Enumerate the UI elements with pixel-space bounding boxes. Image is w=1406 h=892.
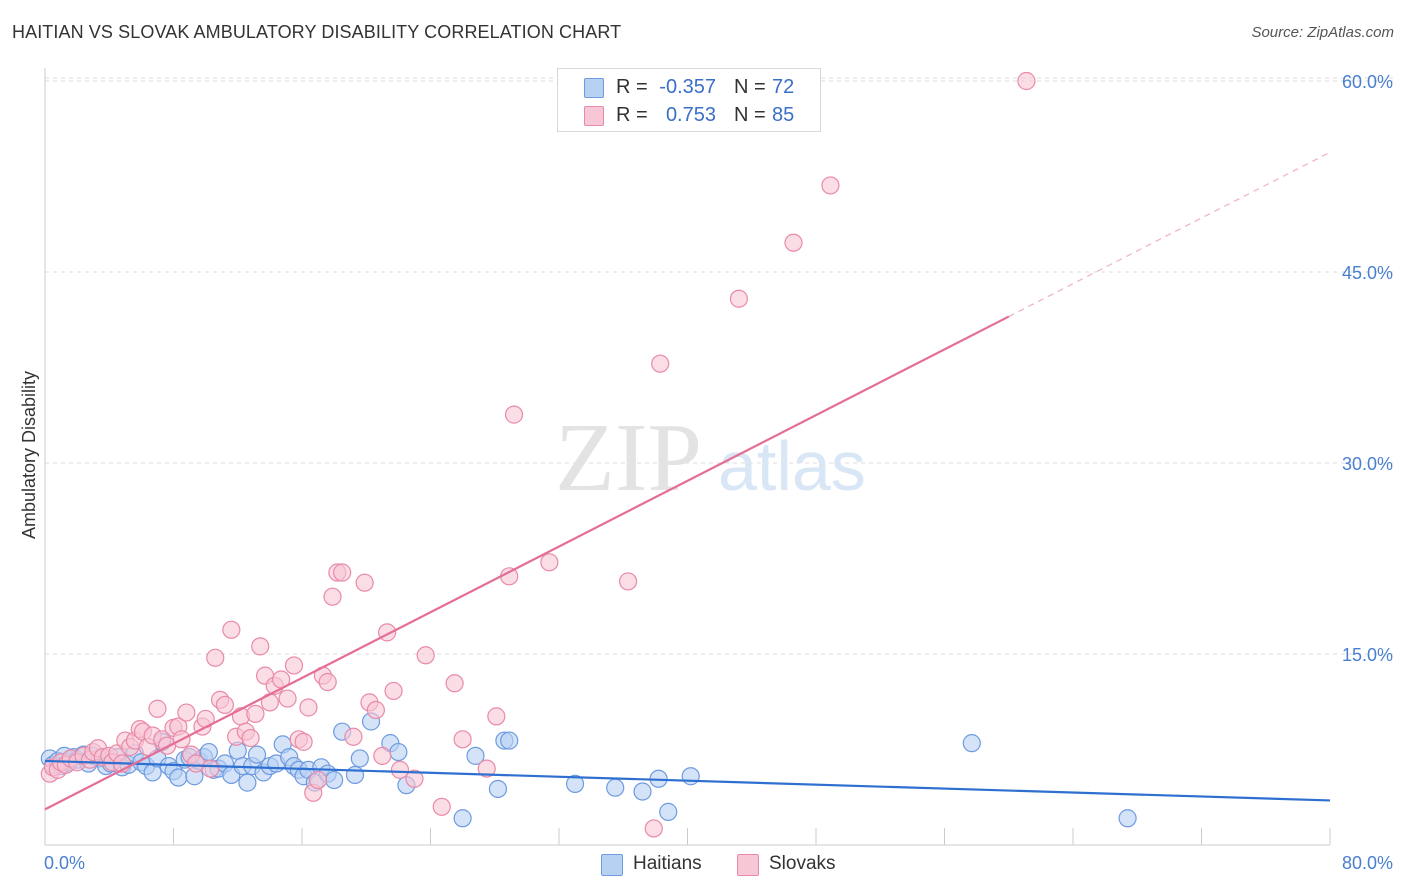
haitian-point <box>633 782 652 801</box>
watermark-zip: ZIP <box>555 404 702 512</box>
slovak-point <box>177 703 196 722</box>
haitian-point <box>681 767 700 786</box>
slovaks-legend-swatch <box>737 854 759 876</box>
slovak-point <box>284 656 304 675</box>
watermark-atlas: atlas <box>718 427 866 505</box>
slovak-point <box>251 637 270 656</box>
haitian-trendline <box>44 759 1331 802</box>
slovak-point <box>487 707 506 726</box>
slovak-point <box>148 699 167 718</box>
haitian-point <box>500 731 519 750</box>
slovak-point <box>651 354 670 373</box>
slovak-point <box>540 553 559 572</box>
haitians-swatch <box>584 78 604 98</box>
r-label: R = <box>616 104 648 126</box>
haitian-point <box>325 770 344 790</box>
label-layer: 15.0% 30.0% 45.0% 60.0% 0.0% 80.0% Ambulatory … <box>19 72 1393 873</box>
chart-source: Source: ZipAtlas.com <box>1251 24 1394 41</box>
legend-row-slovaks: R = 0.753 N = 85 <box>558 102 820 130</box>
haitian-point <box>345 765 365 785</box>
points-layer <box>40 71 1137 838</box>
slovak-point <box>432 797 451 816</box>
slovak-point <box>821 176 840 195</box>
slovak-point <box>504 405 524 424</box>
slovak-point <box>445 674 464 693</box>
slovak-point <box>299 698 318 717</box>
r-label: R = <box>616 76 648 98</box>
slovak-point <box>1017 71 1036 91</box>
haitian-point <box>488 779 508 799</box>
haitian-point <box>565 774 585 793</box>
slovak-point <box>246 704 265 723</box>
n-label: N = <box>734 76 766 98</box>
x-tick-label-min: 0.0% <box>44 853 85 873</box>
slovak-point <box>323 587 342 606</box>
y-axis-label: Ambulatory Disability <box>19 371 39 539</box>
haitian-point <box>1118 809 1137 828</box>
axis-layer <box>44 68 1331 846</box>
watermark: ZIP atlas <box>555 404 866 512</box>
slovak-point <box>206 648 225 667</box>
haitians-n-value: 72 <box>772 76 795 98</box>
haitian-point <box>659 802 678 821</box>
legend-row-haitians: R = -0.357 N = 72 <box>558 74 820 102</box>
y-tick-label: 30.0% <box>1342 454 1393 474</box>
slovak-point <box>644 819 663 838</box>
slovak-point <box>453 730 472 749</box>
slovak-point <box>318 672 337 692</box>
slovaks-legend-label: Slovaks <box>769 853 836 874</box>
haitians-r-value: -0.357 <box>659 76 716 98</box>
slovak-point <box>416 646 435 665</box>
slovak-point <box>784 233 803 252</box>
slovak-point <box>618 572 638 591</box>
slovak-trendline <box>44 315 1010 811</box>
slovak-point <box>477 759 496 778</box>
trend-layer <box>44 151 1331 811</box>
slovak-point <box>222 620 241 639</box>
grid-layer <box>45 77 1395 655</box>
slovak-point <box>294 732 313 751</box>
slovak-point <box>241 728 260 748</box>
slovaks-swatch <box>584 106 604 126</box>
slovak-point <box>500 567 519 586</box>
chart-title: HAITIAN VS SLOVAK AMBULATORY DISABILITY … <box>12 22 622 42</box>
y-tick-label: 15.0% <box>1342 645 1393 665</box>
slovak-point <box>215 695 234 715</box>
haitian-point <box>389 742 408 762</box>
haitian-point <box>962 734 981 753</box>
slovaks-r-value: 0.753 <box>665 104 716 126</box>
slovak-point <box>201 759 220 778</box>
y-tick-label: 60.0% <box>1342 72 1393 92</box>
haitian-point <box>238 773 257 792</box>
haitian-point <box>453 809 472 828</box>
slovak-point <box>344 727 363 746</box>
slovak-point <box>308 770 328 790</box>
haitian-point <box>169 768 188 787</box>
slovak-point <box>384 681 403 701</box>
haitian-point <box>606 778 625 797</box>
haitian-point <box>350 749 369 768</box>
n-label: N = <box>734 104 766 126</box>
series-legend: Haitians Slovaks <box>0 852 1406 878</box>
slovak-point <box>373 746 392 765</box>
slovak-point <box>278 689 297 708</box>
slovak-point <box>729 289 749 308</box>
slovaks-n-value: 85 <box>772 104 795 126</box>
slovak-point <box>355 573 374 592</box>
x-tick-label-max: 80.0% <box>1342 853 1393 873</box>
haitians-legend-label: Haitians <box>633 853 702 874</box>
slovak-trendline-extension <box>1008 151 1331 318</box>
slovak-point <box>333 563 352 582</box>
slovak-point <box>390 760 410 779</box>
slovak-point <box>366 700 385 720</box>
haitian-point <box>466 746 485 765</box>
stats-legend: R = -0.357 N = 72 R = 0.753 N = 85 <box>557 68 821 132</box>
slovak-point <box>405 769 424 788</box>
y-tick-label: 45.0% <box>1342 263 1393 283</box>
haitians-legend-swatch <box>601 854 623 876</box>
haitian-point <box>247 745 267 764</box>
